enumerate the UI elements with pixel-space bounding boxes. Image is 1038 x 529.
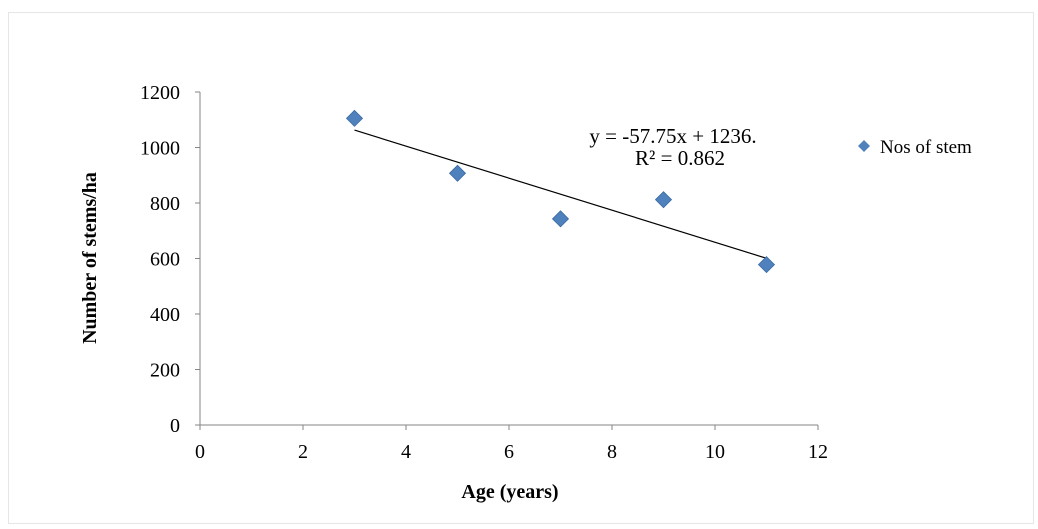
r-squared-label: R² = 0.862 [635, 146, 725, 170]
x-tick-label: 10 [705, 441, 725, 463]
legend-label: Nos of stem [880, 137, 972, 158]
x-tick-label: 12 [808, 441, 828, 463]
x-tick-label: 6 [504, 441, 514, 463]
y-axis-title: Number of stems/ha [79, 172, 101, 344]
y-tick-label: 200 [150, 360, 180, 382]
data-point [654, 191, 673, 209]
x-tick-label: 2 [298, 441, 308, 463]
y-tick-label: 0 [170, 415, 180, 437]
y-tick-label: 400 [150, 304, 180, 326]
tick-labels: 0 200 400 600 800 1000 1200 0 2 4 6 8 10 12 [140, 82, 828, 463]
x-tick-label: 8 [607, 441, 617, 463]
chart-frame [8, 12, 1034, 524]
y-tick-label: 800 [150, 193, 180, 215]
data-point [551, 210, 570, 228]
data-point [448, 164, 467, 182]
axes [195, 91, 819, 430]
data-point [345, 109, 364, 127]
data-point [757, 256, 776, 274]
trendline-group [354, 129, 767, 259]
data-points [345, 109, 776, 274]
y-tick-label: 600 [150, 249, 180, 271]
legend-marker [858, 140, 870, 152]
y-tick-label: 1200 [140, 82, 180, 104]
x-tick-label: 4 [401, 441, 411, 463]
x-tick-label: 0 [195, 441, 205, 463]
legend: Nos of stem [858, 137, 972, 158]
x-axis-title: Age (years) [461, 481, 558, 503]
trendline [354, 129, 767, 259]
y-tick-label: 1000 [140, 138, 180, 160]
trendline-equation: y = -57.75x + 1236. [589, 124, 756, 148]
